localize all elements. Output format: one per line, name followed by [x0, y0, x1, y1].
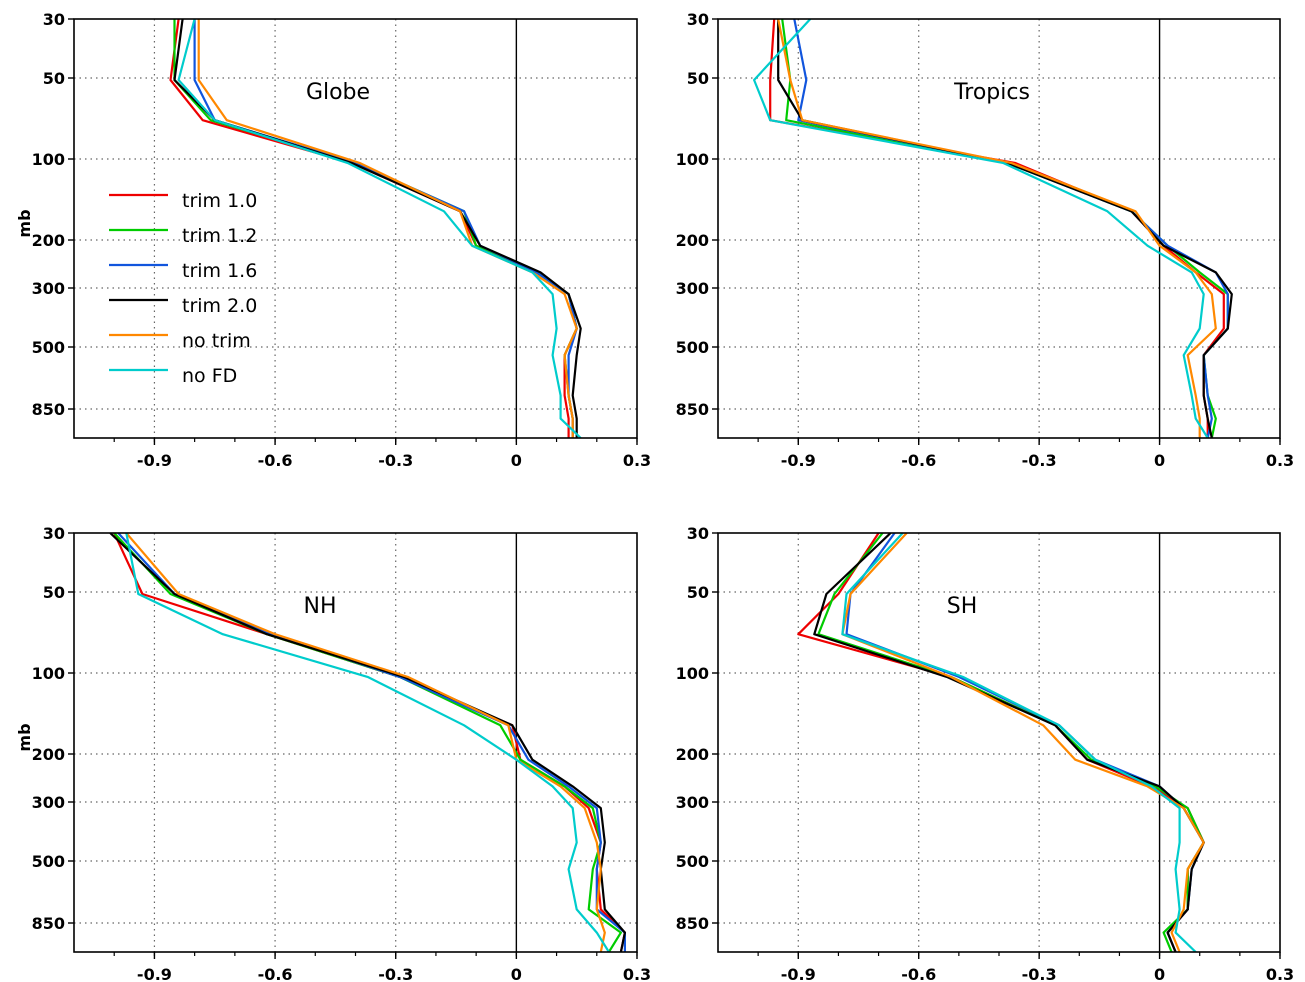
series-line-no-fd: [125, 533, 610, 952]
series-line-trim-1-2: [817, 533, 1205, 952]
y-tick-label: 50: [43, 69, 65, 88]
y-tick-label: 500: [32, 338, 65, 357]
y-tick-label: 850: [32, 914, 65, 933]
x-tick-label: -0.9: [781, 451, 816, 470]
y-axis-label: mb: [15, 209, 34, 237]
y-tick-label: 300: [676, 279, 709, 298]
panel-title: Tropics: [953, 80, 1030, 105]
x-tick-label: 0.3: [623, 965, 651, 982]
panel-title: SH: [947, 594, 978, 619]
y-tick-label: 50: [687, 583, 709, 602]
y-tick-label: 300: [32, 793, 65, 812]
legend-label: trim 1.2: [182, 225, 257, 247]
x-tick-label: -0.6: [901, 451, 936, 470]
legend-label: no FD: [182, 365, 237, 387]
chart-panel-nh: -0.9 -0.6 -0.3 0 0.3 30 50 100 200 300 500 850 mb NH: [15, 524, 651, 982]
y-tick-label: 300: [32, 279, 65, 298]
y-tick-label: 850: [32, 400, 65, 419]
panel-title: NH: [304, 594, 337, 619]
x-tick-label: -0.3: [378, 451, 413, 470]
x-tick-label: -0.3: [378, 965, 413, 982]
series-line-trim-1-0: [797, 533, 1205, 952]
series-line-no-fd: [752, 19, 1209, 438]
y-tick-label: 200: [676, 745, 709, 764]
y-tick-label: 500: [676, 852, 709, 871]
y-tick-label: 30: [687, 524, 709, 543]
y-tick-label: 300: [676, 793, 709, 812]
series-line-trim-1-2: [113, 533, 623, 952]
y-tick-label: 100: [32, 664, 65, 683]
y-tick-label: 30: [43, 10, 65, 29]
y-tick-label: 500: [676, 338, 709, 357]
series-line-no-fd: [841, 533, 1197, 952]
x-tick-label: 0: [1154, 965, 1165, 982]
y-axis-label: mb: [15, 723, 34, 751]
x-tick-label: 0.3: [1266, 451, 1294, 470]
plot-frame: [717, 532, 1281, 953]
chart-panel-globe: -0.9 -0.6 -0.3 0 0.3 30 50 100 200 300 500 850 mb Glo…: [15, 10, 651, 470]
legend-label: trim 1.6: [182, 260, 257, 282]
x-tick-label: -0.9: [137, 965, 172, 982]
y-tick-label: 50: [43, 583, 65, 602]
chart-panel-tropics: -0.9 -0.6 -0.3 0 0.3 30 50 100 200 300 500 850 Tropi…: [676, 10, 1295, 470]
y-tick-label: 100: [32, 150, 65, 169]
x-tick-label: 0.3: [623, 451, 651, 470]
x-tick-label: 0.3: [1266, 965, 1294, 982]
y-tick-label: 100: [676, 664, 709, 683]
x-tick-label: 0: [511, 965, 522, 982]
y-tick-label: 30: [687, 10, 709, 29]
y-tick-label: 200: [32, 231, 65, 250]
y-tick-label: 50: [687, 69, 709, 88]
x-tick-label: 0: [511, 451, 522, 470]
plot-frame: [73, 532, 638, 953]
legend: trim 1.0 trim 1.2 trim 1.6 trim 2.0 no trim n…: [109, 190, 257, 387]
series-line-no-trim: [841, 533, 1205, 952]
series-line-no-fd: [177, 19, 582, 438]
x-tick-label: -0.9: [781, 965, 816, 982]
legend-label: trim 2.0: [182, 295, 257, 317]
series-line-trim-2-0: [109, 533, 627, 952]
legend-label: no trim: [182, 330, 251, 352]
y-tick-label: 30: [43, 524, 65, 543]
y-tick-label: 850: [676, 914, 709, 933]
y-tick-label: 100: [676, 150, 709, 169]
series-line-no-trim: [777, 19, 1217, 438]
x-tick-label: -0.3: [1022, 965, 1057, 982]
x-tick-label: -0.9: [137, 451, 172, 470]
y-tick-label: 200: [676, 231, 709, 250]
x-tick-label: -0.6: [258, 965, 293, 982]
series-line-trim-2-0: [813, 533, 1205, 952]
legend-label: trim 1.0: [182, 190, 257, 212]
panel-title: Globe: [306, 80, 370, 105]
y-tick-label: 850: [676, 400, 709, 419]
y-tick-label: 500: [32, 852, 65, 871]
chart-panel-sh: -0.9 -0.6 -0.3 0 0.3 30 50 100 200 300 500 850 SH: [676, 524, 1295, 982]
x-tick-label: 0: [1154, 451, 1165, 470]
y-tick-label: 200: [32, 745, 65, 764]
series-line-trim-1-6: [117, 533, 627, 952]
x-tick-label: -0.3: [1022, 451, 1057, 470]
x-tick-label: -0.6: [258, 451, 293, 470]
series-line-trim-1-6: [845, 533, 1205, 952]
x-tick-label: -0.6: [901, 965, 936, 982]
series-line-trim-1-0: [113, 533, 627, 952]
series-line-no-trim: [125, 533, 606, 952]
